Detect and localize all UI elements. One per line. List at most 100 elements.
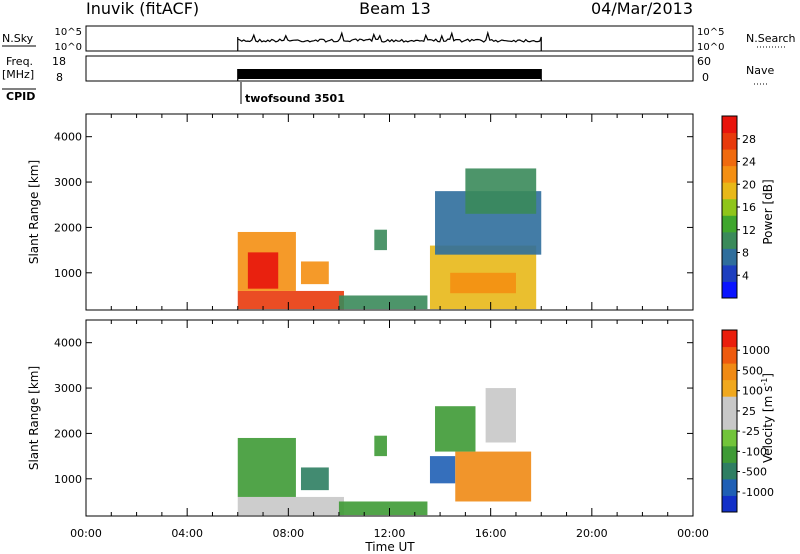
velocity-colorbar-label-end: ] — [761, 373, 775, 378]
velocity-colorbar-tick-label: 100 — [742, 385, 763, 398]
power-colorbar-segment — [722, 198, 737, 216]
nave-tick-top: 60 — [697, 55, 711, 68]
velocity-colorbar-label-sup: -1 — [760, 378, 769, 386]
velocity-echoes — [237, 388, 532, 516]
nave-tick-bottom: 0 — [702, 71, 709, 84]
velocity-x-ticks — [85, 320, 694, 516]
velocity-colorbar-label: Velocity [m s-1] — [760, 373, 775, 463]
power-echo-region — [338, 295, 428, 310]
power-ylabel: Slant Range [km] — [27, 160, 41, 264]
power-colorbar-tick-label: 12 — [742, 224, 756, 237]
power-colorbar-tick-label: 16 — [742, 201, 756, 214]
nsky-trace-line — [237, 30, 542, 51]
velocity-colorbar-segment — [722, 412, 737, 430]
velocity-ytick-label: 1000 — [54, 473, 82, 486]
velocity-ytick-label: 2000 — [54, 427, 82, 440]
power-colorbar-segment — [722, 165, 737, 183]
velocity-colorbar-segment — [722, 363, 737, 381]
time-tick-label: 20:00 — [576, 527, 608, 540]
power-colorbar-tick-label: 4 — [742, 269, 749, 282]
velocity-panel: 1000 2000 3000 4000 Slant Range [km] 1000 50… — [27, 319, 775, 517]
station-title: Inuvik (fitACF) — [86, 0, 199, 18]
power-colorbar-segment — [722, 281, 737, 299]
power-y-axis: 1000 2000 3000 4000 — [54, 131, 693, 280]
nsearch-tick-bottom: 10^0 — [697, 42, 724, 53]
power-colorbar: 28 24 20 16 12 8 4 — [721, 115, 756, 299]
velocity-colorbar-tick-label: -100 — [742, 445, 767, 458]
velocity-echo-region — [435, 406, 476, 452]
velocity-colorbar-tick-label: -25 — [742, 425, 760, 438]
power-panel: 1000 2000 3000 4000 Slant Range [km] 28 24 20… — [27, 113, 775, 311]
time-tick-label: 08:00 — [272, 527, 304, 540]
freq-trace-band — [237, 69, 542, 79]
cpid-value: twofsound 3501 — [245, 92, 345, 105]
nsky-tick-top: 10^5 — [55, 27, 82, 38]
freq-panel-frame — [85, 55, 694, 82]
time-axis-title: Time UT — [364, 540, 415, 554]
cpid-label: CPID — [6, 90, 35, 103]
velocity-colorbar-segment — [722, 495, 737, 513]
power-ytick-label: 4000 — [54, 131, 82, 144]
velocity-colorbar-tick-label: 25 — [742, 405, 756, 418]
velocity-colorbar-segment — [722, 462, 737, 480]
power-colorbar-segment — [722, 132, 737, 150]
velocity-ytick-label: 4000 — [54, 337, 82, 350]
power-ytick-label: 1000 — [54, 267, 82, 280]
freq-tick-top: 18 — [52, 55, 66, 68]
nsearch-label: N.Search — [746, 32, 796, 45]
velocity-echo-region — [374, 435, 387, 457]
power-colorbar-tick-label: 20 — [742, 178, 756, 191]
power-colorbar-segment — [722, 215, 737, 233]
nsky-tick-bottom: 10^0 — [55, 42, 82, 53]
power-echoes — [237, 168, 542, 310]
beam-title: Beam 13 — [359, 0, 431, 18]
power-echo-region — [450, 272, 516, 294]
power-colorbar-segment — [722, 149, 737, 167]
nsearch-tick-top: 10^5 — [697, 27, 724, 38]
power-x-ticks — [85, 114, 694, 310]
velocity-echo-region — [455, 451, 532, 502]
time-tick-label: 12:00 — [374, 527, 406, 540]
freq-trace — [237, 69, 542, 81]
velocity-colorbar-segment — [722, 346, 737, 364]
freq-label: Freq. — [6, 55, 33, 68]
velocity-echo-region — [237, 496, 344, 516]
nsky-label: N.Sky — [2, 32, 34, 45]
velocity-echo-region — [429, 456, 456, 484]
time-tick-label: 16:00 — [475, 527, 507, 540]
velocity-echo-region — [300, 467, 329, 491]
velocity-ytick-label: 3000 — [54, 382, 82, 395]
velocity-colorbar-frame — [721, 329, 738, 513]
freq-tick-bottom: 8 — [56, 71, 63, 84]
power-colorbar-tick-label: 8 — [742, 247, 749, 260]
power-colorbar-segment — [722, 182, 737, 200]
power-colorbar-label: Power [dB] — [761, 179, 775, 244]
velocity-echo-region — [485, 388, 516, 443]
power-ytick-label: 2000 — [54, 221, 82, 234]
velocity-colorbar-label-main: Velocity [m s — [761, 386, 775, 463]
velocity-colorbar-segment — [722, 396, 737, 414]
time-tick-label: 00:00 — [677, 527, 709, 540]
power-colorbar-segment — [722, 116, 737, 134]
velocity-colorbar-tick-label: -500 — [742, 466, 767, 479]
velocity-colorbar-tick-label: 1000 — [742, 344, 770, 357]
date-title: 04/Mar/2013 — [591, 0, 693, 18]
nsky-panel-frame — [85, 25, 694, 52]
power-echo-region — [374, 229, 387, 251]
velocity-ylabel: Slant Range [km] — [27, 366, 41, 470]
nave-label: Nave — [746, 64, 774, 77]
power-echo-region — [247, 252, 279, 289]
power-colorbar-segment — [722, 264, 737, 282]
velocity-echo-region — [237, 437, 296, 497]
velocity-echo-region — [338, 501, 428, 516]
nsky-trace — [237, 30, 542, 51]
power-echo-region — [237, 290, 344, 310]
power-echo-region — [300, 261, 329, 285]
power-colorbar-segment — [722, 231, 737, 249]
velocity-colorbar-tick-label: 500 — [742, 364, 763, 377]
power-echo-region — [465, 168, 537, 214]
velocity-colorbar: 1000 500 100 25 -25 -100 -500 -1000 — [721, 329, 774, 513]
velocity-colorbar-segment — [722, 379, 737, 397]
power-colorbar-tick-label: 28 — [742, 133, 756, 146]
power-colorbar-segment — [722, 248, 737, 266]
